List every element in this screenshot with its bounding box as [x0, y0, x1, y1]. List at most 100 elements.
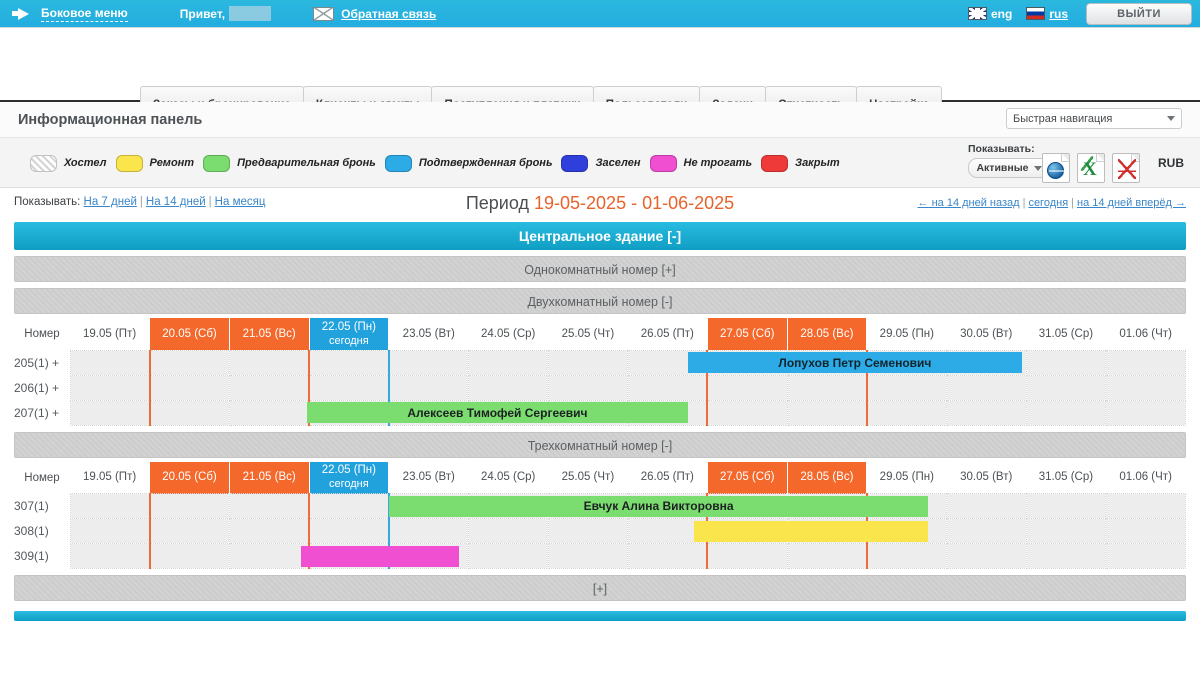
cell[interactable] — [706, 399, 788, 426]
cell[interactable] — [467, 349, 549, 376]
cell[interactable] — [148, 493, 230, 519]
day-header-28-05[interactable]: 28.05 (Вс) — [786, 461, 868, 494]
cell[interactable] — [547, 493, 629, 519]
cell[interactable] — [148, 349, 230, 376]
cell[interactable] — [1025, 493, 1107, 519]
cell[interactable] — [627, 349, 708, 376]
cell[interactable] — [627, 374, 708, 401]
cell[interactable] — [1025, 543, 1107, 569]
day-header-30-05[interactable]: 30.05 (Вт) — [960, 327, 1013, 340]
cell[interactable] — [308, 518, 390, 544]
cell[interactable] — [1105, 399, 1186, 426]
cell[interactable] — [1105, 349, 1186, 376]
cell[interactable] — [627, 543, 708, 569]
cell[interactable] — [706, 374, 788, 401]
cell[interactable] — [148, 374, 230, 401]
cell[interactable] — [467, 493, 549, 519]
day-header-22-05-today[interactable]: 22.05 (Пн) сегодня — [308, 318, 390, 350]
cell[interactable] — [228, 493, 311, 519]
cell[interactable] — [706, 349, 788, 376]
group-header-collapsed[interactable]: [+] — [14, 575, 1186, 601]
range-link-7days[interactable]: На 7 дней — [83, 196, 137, 208]
cell[interactable] — [388, 493, 469, 519]
cell[interactable] — [547, 349, 629, 376]
cell[interactable] — [1105, 543, 1186, 569]
day-header-19-05[interactable]: 19.05 (Пт) — [83, 327, 137, 340]
cell[interactable] — [786, 349, 868, 376]
day-header-22-05-today[interactable]: 22.05 (Пн) сегодня — [308, 461, 390, 494]
day-header-25-05[interactable]: 25.05 (Чт) — [561, 327, 615, 340]
cell[interactable] — [228, 518, 311, 544]
cell[interactable] — [69, 493, 151, 519]
cell[interactable] — [627, 518, 708, 544]
cell[interactable] — [945, 399, 1027, 426]
cell[interactable] — [866, 349, 947, 376]
cell[interactable] — [945, 493, 1027, 519]
cell[interactable] — [866, 518, 947, 544]
lang-switch-rus[interactable]: rus — [1026, 7, 1068, 21]
cell[interactable] — [786, 493, 868, 519]
side-menu-toggle[interactable]: Боковое меню — [12, 6, 128, 22]
day-header-29-05[interactable]: 29.05 (Пн) — [879, 471, 934, 484]
range-link-14days[interactable]: На 14 дней — [145, 196, 206, 208]
room-label-205[interactable]: 205(1) + — [14, 350, 70, 375]
cell[interactable] — [1105, 493, 1186, 519]
cell[interactable] — [1105, 518, 1186, 544]
lang-switch-eng[interactable]: eng — [967, 7, 1012, 21]
cell[interactable] — [866, 493, 947, 519]
day-header-28-05[interactable]: 28.05 (Вс) — [786, 318, 868, 350]
cell[interactable] — [388, 543, 469, 569]
cell[interactable] — [308, 543, 390, 569]
nav-link-back-14[interactable]: ← на 14 дней назад — [917, 197, 1020, 209]
cell[interactable] — [228, 399, 311, 426]
cell[interactable] — [467, 374, 549, 401]
cell[interactable] — [228, 374, 311, 401]
cell[interactable] — [786, 399, 868, 426]
day-header-29-05[interactable]: 29.05 (Пн) — [879, 327, 934, 340]
day-header-23-05[interactable]: 23.05 (Вт) — [402, 327, 455, 340]
nav-link-today[interactable]: сегодня — [1028, 197, 1069, 209]
day-header-31-05[interactable]: 31.05 (Ср) — [1038, 327, 1094, 340]
cell[interactable] — [547, 518, 629, 544]
room-label-308[interactable]: 308(1) — [14, 518, 70, 544]
cell[interactable] — [388, 518, 469, 544]
day-header-24-05[interactable]: 24.05 (Ср) — [481, 471, 536, 484]
cell[interactable] — [228, 543, 311, 569]
building-header[interactable]: Центральное здание [-] — [14, 222, 1186, 250]
cell[interactable] — [467, 518, 549, 544]
range-link-month[interactable]: На месяц — [214, 196, 266, 208]
cell[interactable] — [786, 543, 868, 569]
day-header-24-05[interactable]: 24.05 (Ср) — [481, 327, 536, 340]
room-label-207[interactable]: 207(1) + — [14, 400, 70, 425]
cell[interactable] — [308, 374, 390, 401]
day-header-27-05[interactable]: 27.05 (Сб) — [706, 461, 788, 494]
day-header-21-05[interactable]: 21.05 (Вс) — [228, 318, 310, 350]
cell[interactable] — [1025, 399, 1107, 426]
cell[interactable] — [786, 374, 868, 401]
day-header-26-05[interactable]: 26.05 (Пт) — [640, 327, 694, 340]
day-header-23-05[interactable]: 23.05 (Вт) — [402, 471, 455, 484]
cell[interactable] — [388, 399, 469, 426]
cell[interactable] — [706, 543, 788, 569]
cell[interactable] — [1025, 374, 1107, 401]
day-header-31-05[interactable]: 31.05 (Ср) — [1038, 471, 1094, 484]
cell[interactable] — [945, 349, 1027, 376]
feedback-link[interactable]: Обратная связь — [313, 6, 436, 21]
cell[interactable] — [388, 349, 469, 376]
cell[interactable] — [627, 493, 708, 519]
cell[interactable] — [69, 543, 151, 569]
logout-button[interactable]: ВЫЙТИ — [1086, 2, 1192, 25]
cell[interactable] — [866, 374, 947, 401]
cell[interactable] — [866, 399, 947, 426]
room-label-309[interactable]: 309(1) — [14, 543, 70, 569]
cell[interactable] — [148, 399, 230, 426]
cell[interactable] — [69, 518, 151, 544]
nav-link-forward-14[interactable]: на 14 дней вперёд → — [1077, 197, 1186, 209]
day-header-26-05[interactable]: 26.05 (Пт) — [640, 471, 694, 484]
day-header-01-06[interactable]: 01.06 (Чт) — [1119, 471, 1172, 484]
cell[interactable] — [308, 399, 390, 426]
cell[interactable] — [308, 493, 390, 519]
cell[interactable] — [706, 493, 788, 519]
room-label-206[interactable]: 206(1) + — [14, 375, 70, 400]
cell[interactable] — [388, 374, 469, 401]
